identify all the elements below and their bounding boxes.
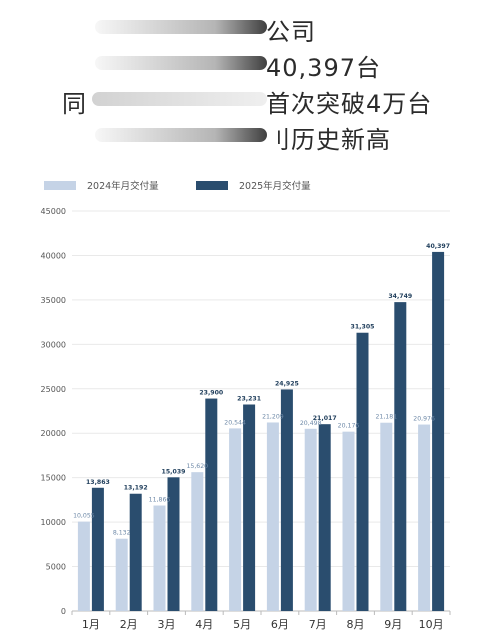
bar-2024 (115, 538, 128, 611)
data-label-2024: 11,866 (149, 497, 171, 504)
data-label-2024: 20,976 (413, 416, 435, 423)
x-tick-label: 7月 (309, 618, 327, 631)
x-tick-label: 4月 (195, 618, 213, 631)
y-tick-label: 35000 (41, 296, 66, 305)
bar-2025 (356, 332, 369, 611)
headline-line-1: 公司 (266, 18, 316, 46)
y-tick-label: 30000 (41, 340, 66, 349)
x-tick-label: 3月 (158, 618, 176, 631)
bar-2024 (229, 428, 242, 611)
bar-2024 (191, 472, 204, 611)
data-label-2025: 40,397 (426, 243, 450, 250)
headline-line-3: 首次突破4万台 (266, 90, 433, 118)
legend-swatch-2024 (44, 181, 76, 190)
bar-2025 (318, 424, 331, 611)
bar-2025 (394, 302, 407, 611)
bar-2025 (91, 487, 104, 611)
data-label-2025: 24,925 (275, 380, 299, 387)
bar-2024 (418, 424, 431, 611)
data-label-2024: 10,055 (73, 513, 95, 520)
bar-2025 (243, 404, 256, 611)
y-tick-label: 5000 (46, 563, 66, 572)
bar-chart: 2024年月交付量 2025年月交付量 0 5000 10000 15000 20000… (41, 180, 451, 631)
legend-label-2025: 2025年月交付量 (239, 180, 311, 192)
x-tick-label: 5月 (233, 618, 251, 631)
y-tick-label: 15000 (41, 474, 66, 483)
data-label-2025: 23,231 (237, 396, 261, 403)
x-tick-label: 9月 (384, 618, 402, 631)
bar-2025 (280, 389, 293, 611)
y-tick-label: 25000 (41, 385, 66, 394)
bar-2025 (432, 251, 445, 611)
legend-label-2024: 2024年月交付量 (87, 180, 159, 192)
bar-2025 (129, 493, 142, 611)
bar-2024 (266, 422, 279, 611)
data-label-2024: 20,544 (224, 419, 246, 426)
bar-2024 (77, 521, 90, 611)
x-tick-label: 1月 (82, 618, 100, 631)
bar-2024 (304, 428, 317, 611)
y-tick-label: 20000 (41, 429, 66, 438)
x-tick-label: 6月 (271, 618, 289, 631)
bar-2024 (342, 431, 355, 611)
data-label-2024: 21,181 (375, 414, 397, 421)
data-label-2025: 13,192 (124, 485, 148, 492)
data-label-2025: 31,305 (351, 324, 375, 331)
bar-2024 (380, 422, 393, 611)
redaction-blur (95, 56, 267, 70)
x-tick-label: 10月 (419, 618, 444, 631)
x-tick-label: 8月 (347, 618, 365, 631)
y-tick-label: 0 (61, 607, 66, 616)
bar-2025 (167, 477, 180, 611)
redaction-blur (95, 128, 267, 142)
data-label-2024: 8,132 (113, 530, 131, 537)
headline-line-2: 40,397台 (266, 54, 381, 82)
data-label-2025: 21,017 (313, 415, 337, 422)
legend-swatch-2025 (196, 181, 228, 190)
y-tick-label: 40000 (41, 251, 66, 260)
x-tick-label: 2月 (120, 618, 138, 631)
bar-2024 (153, 505, 166, 611)
y-tick-label: 10000 (41, 518, 66, 527)
bar-2025 (205, 398, 218, 611)
y-tick-label: 45000 (41, 207, 66, 216)
data-label-2024: 15,620 (186, 463, 208, 470)
data-label-2025: 34,749 (388, 293, 412, 300)
data-label-2025: 13,863 (86, 479, 110, 486)
data-label-2024: 21,209 (262, 413, 284, 420)
data-label-2025: 23,900 (199, 390, 224, 397)
redaction-blur (95, 20, 267, 34)
data-label-2025: 15,039 (162, 468, 186, 475)
data-label-2024: 20,498 (300, 420, 322, 427)
redaction-blur (92, 92, 267, 106)
headline-line-4: 刂历史新高 (266, 126, 391, 154)
data-label-2024: 20,176 (338, 423, 360, 430)
headline-line-3-prefix: 同 (62, 90, 87, 118)
